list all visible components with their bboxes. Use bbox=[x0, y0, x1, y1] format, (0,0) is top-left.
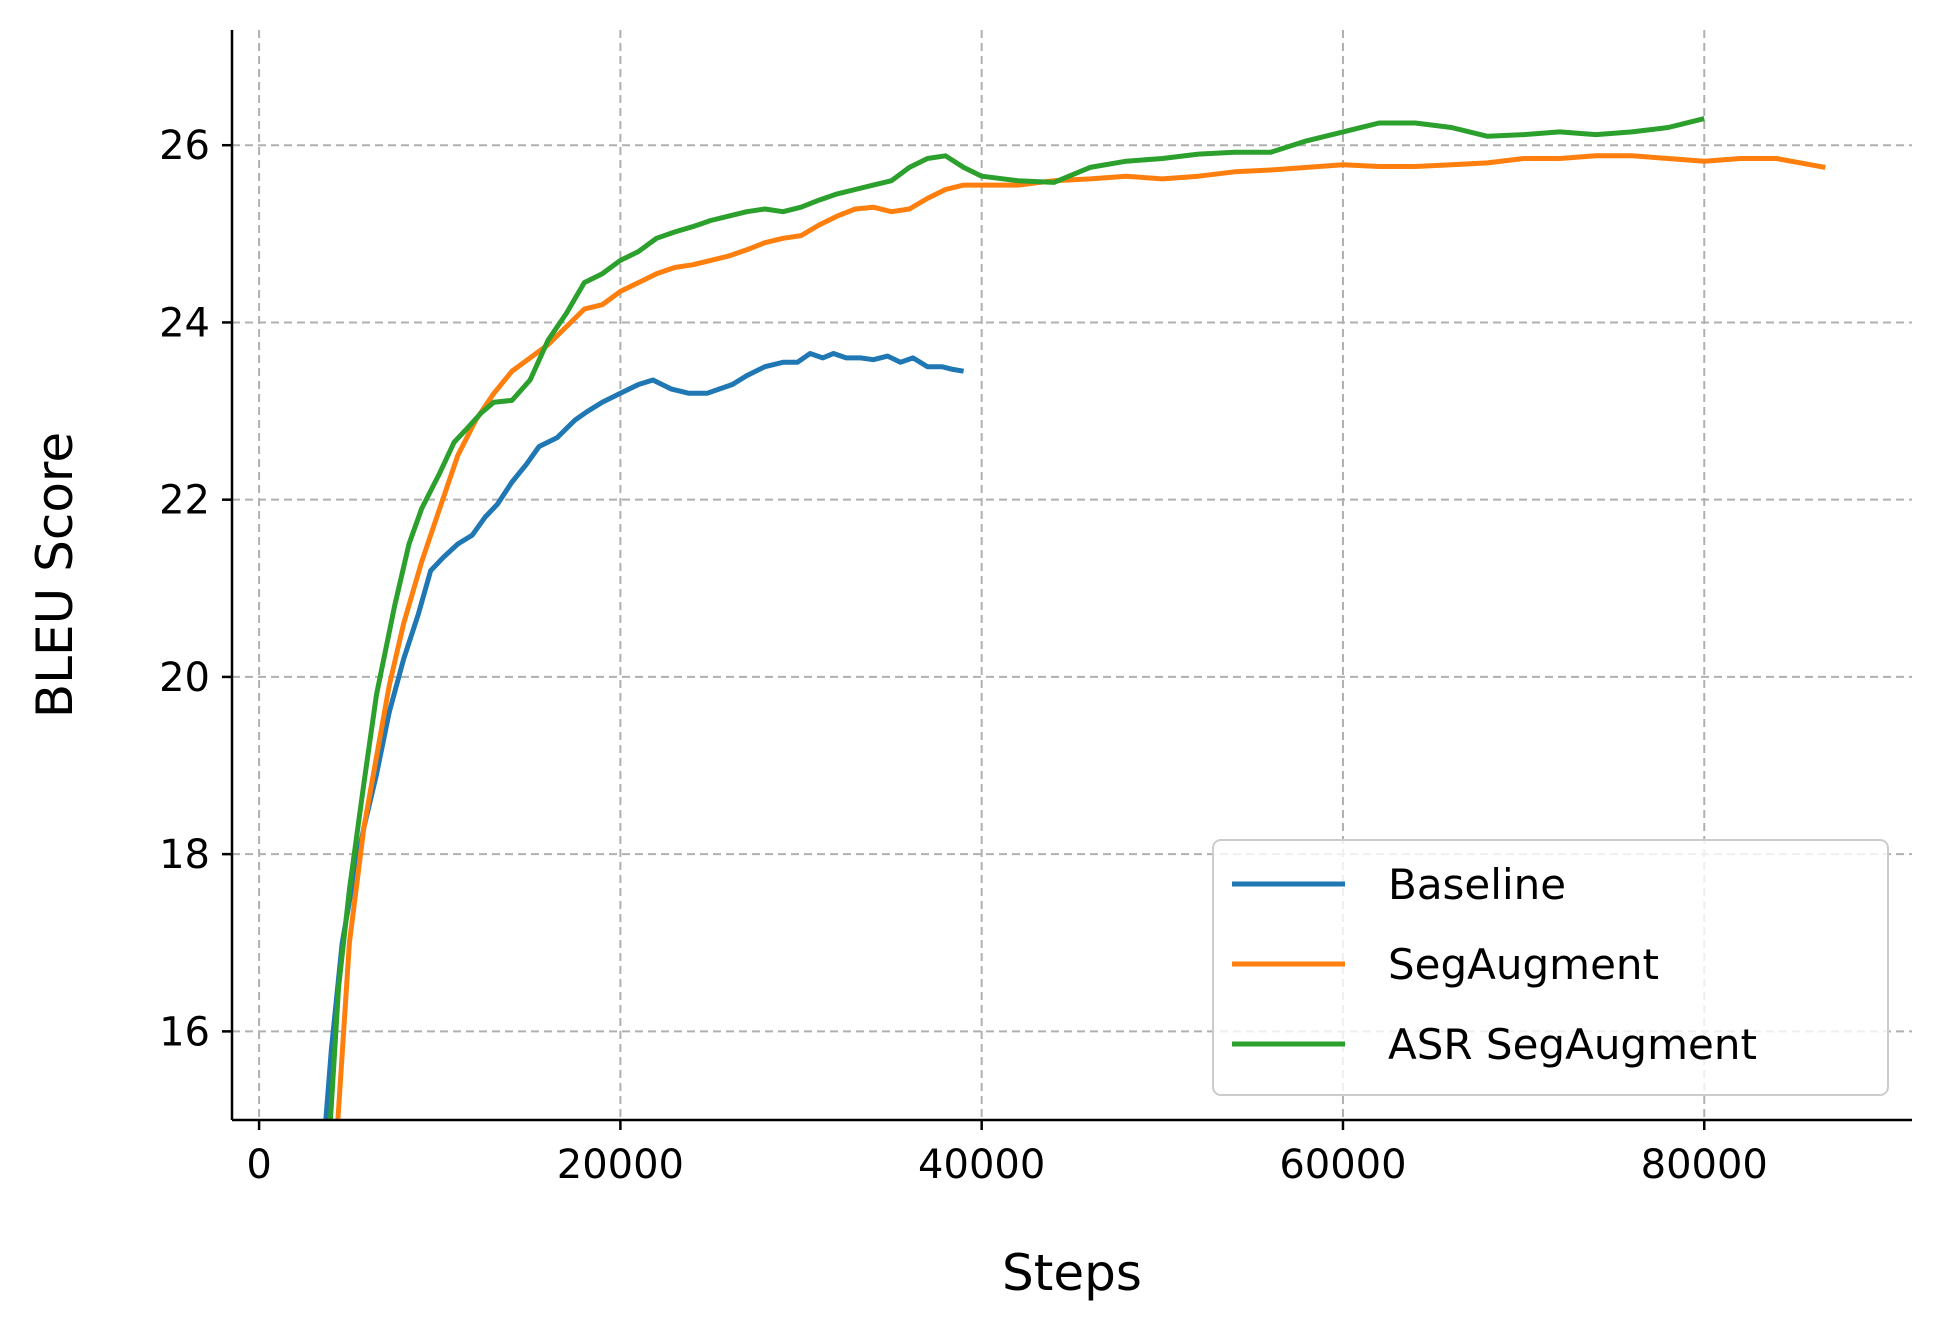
x-axis-label: Steps bbox=[1002, 1244, 1142, 1302]
x-tick-label: 0 bbox=[246, 1142, 271, 1188]
y-tick-label: 22 bbox=[159, 478, 210, 524]
y-tick-label: 24 bbox=[159, 300, 210, 346]
series-line-asr-segaugment bbox=[327, 116, 1705, 1120]
y-tick-label: 16 bbox=[159, 1009, 210, 1055]
grid bbox=[232, 30, 1912, 1120]
y-tick-label: 18 bbox=[159, 832, 210, 878]
x-tick-label: 80000 bbox=[1641, 1142, 1768, 1188]
y-tick-label: 20 bbox=[159, 655, 210, 701]
series-line-baseline bbox=[323, 351, 965, 1120]
x-tick-label: 20000 bbox=[557, 1142, 684, 1188]
legend-frame bbox=[1212, 839, 1889, 1096]
series-line-segaugment bbox=[335, 153, 1826, 1120]
x-tick-label: 60000 bbox=[1279, 1142, 1406, 1188]
legend-label-asr-segaugment: ASR SegAugment bbox=[1388, 1020, 1757, 1069]
y-axis-label: BLEU Score bbox=[26, 432, 84, 718]
legend-label-segaugment: SegAugment bbox=[1388, 940, 1659, 989]
x-ticks: 0 20000 40000 60000 80000 bbox=[246, 1120, 1768, 1188]
legend: Baseline SegAugment ASR SegAugment bbox=[1212, 839, 1889, 1096]
legend-label-baseline: Baseline bbox=[1388, 860, 1566, 909]
x-tick-label: 40000 bbox=[918, 1142, 1045, 1188]
series-lines bbox=[323, 116, 1826, 1120]
y-tick-label: 26 bbox=[159, 123, 210, 169]
y-ticks: 16 18 20 22 24 26 bbox=[159, 123, 232, 1055]
